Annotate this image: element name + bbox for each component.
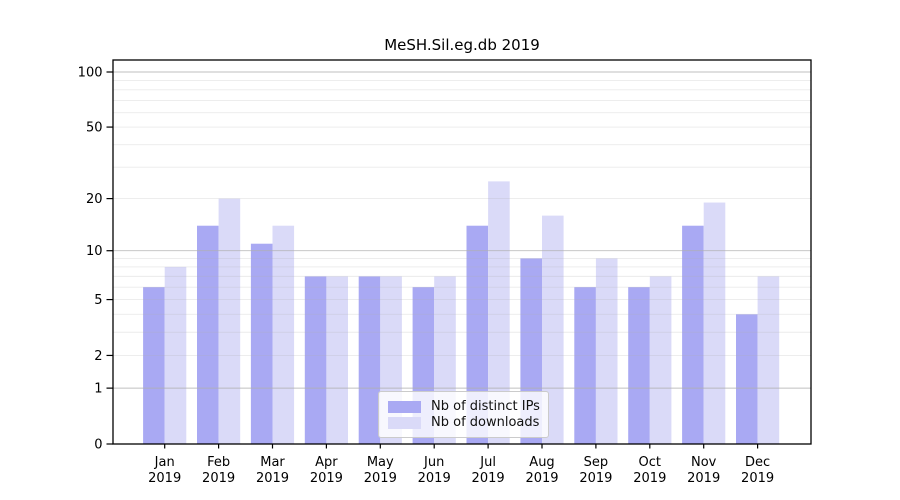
bar-downloads-jul	[488, 181, 510, 444]
x-tick-label-year: 2019	[525, 471, 558, 486]
bar-distinct-ips-oct	[628, 287, 650, 444]
bar-downloads-mar	[272, 225, 295, 444]
y-tick-label: 0	[94, 438, 102, 453]
x-tick-label-year: 2019	[148, 471, 181, 486]
bar-distinct-ips-sep	[574, 287, 596, 444]
y-tick-label: 2	[94, 349, 102, 364]
bar-distinct-ips-nov	[682, 225, 704, 444]
x-tick-label-month: Jun	[423, 455, 444, 470]
bar-downloads-jan	[164, 266, 187, 444]
bar-distinct-ips-mar	[250, 243, 273, 444]
x-tick-label-year: 2019	[202, 471, 235, 486]
x-tick-label-year: 2019	[687, 471, 720, 486]
legend-label-distinct-ips: Nb of distinct IPs	[431, 399, 540, 414]
chart-title: MeSH.Sil.eg.db 2019	[384, 36, 540, 54]
x-tick-label-month: May	[367, 455, 394, 470]
y-tick-label: 5	[94, 293, 102, 308]
y-tick-label: 20	[86, 192, 103, 207]
x-tick-label-month: Sep	[584, 455, 609, 470]
x-tick-label-month: Aug	[529, 455, 554, 470]
x-tick-label-year: 2019	[364, 471, 397, 486]
legend: Nb of distinct IPs Nb of downloads	[378, 391, 549, 438]
x-tick-label-month: Nov	[691, 455, 717, 470]
x-tick-label-year: 2019	[418, 471, 451, 486]
x-tick-label-year: 2019	[633, 471, 666, 486]
y-tick-label: 50	[86, 121, 103, 136]
bar-distinct-ips-jan	[143, 287, 165, 444]
y-tick-label: 10	[86, 244, 103, 259]
bar-downloads-apr	[326, 276, 348, 444]
bar-distinct-ips-jul	[466, 225, 489, 444]
x-tick-label-month: Dec	[745, 455, 770, 470]
x-tick-label-year: 2019	[310, 471, 343, 486]
bar-distinct-ips-feb	[197, 225, 219, 444]
x-tick-label-year: 2019	[741, 471, 774, 486]
x-tick-label-year: 2019	[256, 471, 289, 486]
bar-downloads-nov	[703, 202, 726, 444]
x-tick-label-month: Feb	[207, 455, 230, 470]
bar-distinct-ips-may	[358, 276, 381, 444]
bar-downloads-feb	[218, 198, 241, 444]
x-tick-label-year: 2019	[579, 471, 612, 486]
bar-downloads-oct	[649, 276, 672, 444]
legend-item-distinct-ips: Nb of distinct IPs	[388, 399, 540, 414]
legend-item-downloads: Nb of downloads	[388, 415, 540, 430]
plot-frame	[112, 59, 812, 445]
x-tick-label-month: Apr	[315, 455, 338, 470]
bar-downloads-sep	[595, 258, 618, 444]
x-tick-label-month: Jan	[154, 455, 175, 470]
y-tick-label: 100	[78, 66, 103, 81]
y-tick-label: 1	[94, 382, 102, 397]
bar-downloads-dec	[757, 276, 780, 444]
legend-label-downloads: Nb of downloads	[431, 415, 540, 430]
bar-distinct-ips-apr	[304, 276, 327, 444]
bar-downloads-aug	[542, 215, 564, 444]
x-tick-label-year: 2019	[472, 471, 505, 486]
x-tick-label-month: Mar	[260, 455, 285, 470]
bar-distinct-ips-dec	[736, 314, 758, 444]
x-tick-label-month: Oct	[639, 455, 661, 470]
legend-swatch-downloads	[388, 416, 421, 429]
x-tick-label-month: Jul	[479, 455, 496, 470]
legend-swatch-distinct-ips	[388, 400, 421, 413]
